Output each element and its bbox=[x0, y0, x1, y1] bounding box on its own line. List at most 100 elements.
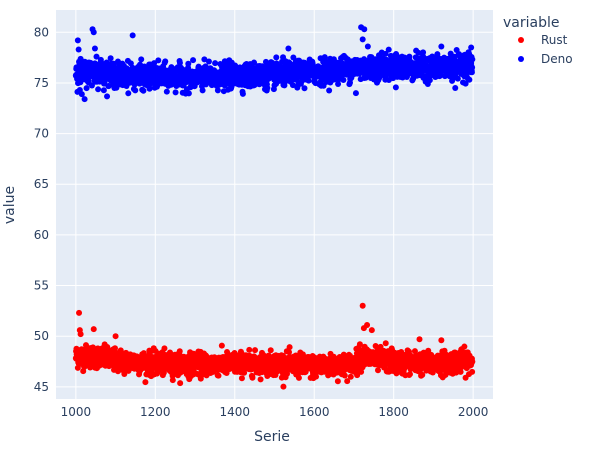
data-point bbox=[185, 90, 192, 97]
data-point bbox=[335, 80, 342, 87]
x-axis-title: Serie bbox=[254, 429, 290, 445]
data-point bbox=[249, 374, 256, 381]
data-point bbox=[368, 327, 375, 334]
legend-items: Rust Deno bbox=[518, 33, 573, 66]
data-point bbox=[426, 77, 433, 84]
legend-label-deno: Deno bbox=[541, 52, 573, 66]
data-point bbox=[177, 380, 184, 387]
data-point bbox=[78, 91, 85, 98]
data-point bbox=[90, 326, 97, 333]
data-point bbox=[388, 345, 395, 352]
y-tick-label: 50 bbox=[34, 329, 49, 343]
data-point bbox=[404, 347, 411, 354]
y-tick-label: 65 bbox=[34, 177, 49, 191]
data-point bbox=[75, 46, 82, 53]
data-point bbox=[273, 54, 280, 61]
data-point bbox=[257, 376, 264, 383]
data-point bbox=[104, 93, 111, 100]
data-point bbox=[169, 377, 176, 384]
data-point bbox=[469, 368, 476, 375]
data-point bbox=[452, 85, 459, 91]
data-point bbox=[93, 53, 100, 60]
y-tick-labels: 45 50 55 60 65 70 75 80 bbox=[34, 25, 49, 394]
y-tick-label: 55 bbox=[34, 279, 49, 293]
data-point bbox=[340, 77, 347, 83]
data-point bbox=[95, 86, 102, 93]
data-point bbox=[107, 55, 114, 62]
data-point bbox=[358, 368, 365, 375]
data-point bbox=[90, 29, 97, 36]
data-point bbox=[438, 43, 445, 50]
legend: variable Rust Deno bbox=[503, 15, 573, 66]
data-point bbox=[469, 56, 476, 63]
data-point bbox=[457, 368, 464, 375]
data-point bbox=[199, 87, 206, 94]
data-point bbox=[77, 331, 84, 338]
legend-marker-deno bbox=[518, 56, 524, 62]
data-point bbox=[326, 87, 333, 94]
data-point bbox=[406, 53, 413, 60]
data-point bbox=[218, 342, 225, 349]
data-point bbox=[176, 348, 183, 355]
data-point bbox=[377, 343, 384, 350]
data-point bbox=[251, 59, 258, 66]
data-point bbox=[138, 56, 145, 63]
data-point bbox=[305, 77, 312, 84]
data-point bbox=[132, 87, 139, 94]
data-point bbox=[359, 302, 366, 309]
data-point bbox=[378, 49, 385, 56]
data-point bbox=[461, 343, 468, 350]
data-point bbox=[163, 88, 170, 95]
y-tick-label: 75 bbox=[34, 76, 49, 90]
data-point bbox=[344, 378, 351, 385]
data-point bbox=[392, 84, 399, 91]
data-point bbox=[201, 56, 208, 63]
data-point bbox=[83, 85, 90, 92]
y-tick-label: 80 bbox=[34, 25, 49, 39]
y-tick-label: 70 bbox=[34, 127, 49, 141]
legend-label-rust: Rust bbox=[541, 33, 568, 47]
data-point bbox=[125, 90, 132, 97]
data-point bbox=[289, 82, 296, 89]
x-tick-label: 1400 bbox=[219, 405, 250, 419]
data-point bbox=[267, 347, 274, 354]
data-point bbox=[469, 358, 476, 365]
y-tick-label: 60 bbox=[34, 228, 49, 242]
data-point bbox=[162, 58, 169, 65]
data-point bbox=[121, 370, 128, 377]
data-point bbox=[91, 45, 98, 52]
data-point bbox=[214, 87, 221, 94]
data-point bbox=[155, 57, 162, 64]
data-point bbox=[468, 69, 475, 76]
data-point bbox=[334, 378, 341, 385]
data-point bbox=[176, 59, 183, 66]
data-point bbox=[347, 373, 354, 380]
data-point bbox=[321, 54, 328, 61]
data-point bbox=[341, 372, 348, 379]
data-point bbox=[295, 374, 302, 381]
data-point bbox=[361, 26, 368, 33]
data-point bbox=[285, 45, 292, 52]
data-point bbox=[160, 369, 167, 376]
data-point bbox=[212, 60, 219, 67]
data-point bbox=[172, 89, 179, 96]
data-point bbox=[146, 85, 153, 92]
data-point bbox=[382, 340, 389, 347]
data-point bbox=[469, 64, 476, 71]
data-point bbox=[215, 372, 222, 379]
data-point bbox=[232, 62, 239, 69]
data-point bbox=[76, 309, 83, 316]
data-point bbox=[161, 345, 168, 352]
data-point bbox=[438, 337, 445, 344]
data-point bbox=[356, 341, 363, 348]
data-point bbox=[264, 85, 271, 92]
data-point bbox=[239, 90, 246, 97]
data-point bbox=[385, 46, 392, 53]
x-tick-labels: 1000 1200 1400 1600 1800 2000 bbox=[61, 405, 489, 419]
data-point bbox=[142, 379, 149, 386]
data-points bbox=[72, 24, 476, 390]
data-point bbox=[374, 367, 381, 374]
legend-marker-rust bbox=[518, 37, 524, 43]
data-point bbox=[364, 43, 371, 50]
data-point bbox=[205, 58, 212, 65]
